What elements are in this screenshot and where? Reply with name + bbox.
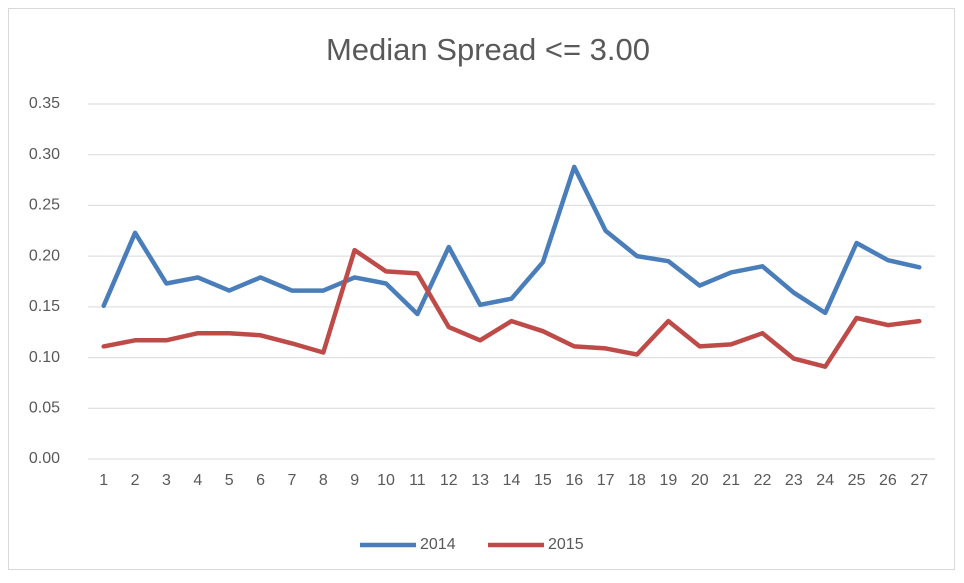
x-tick-label: 13 [471, 472, 489, 489]
x-tick-label: 16 [565, 472, 583, 489]
x-tick-label: 5 [225, 472, 234, 489]
y-tick-label: 0.15 [29, 298, 60, 315]
y-tick-label: 0.10 [29, 349, 60, 366]
x-tick-label: 19 [659, 472, 677, 489]
x-tick-label: 23 [785, 472, 803, 489]
x-tick-label: 25 [848, 472, 866, 489]
x-tick-label: 22 [754, 472, 772, 489]
x-tick-label: 9 [350, 472, 359, 489]
y-tick-label: 0.35 [29, 95, 60, 112]
x-tick-label: 21 [722, 472, 740, 489]
x-tick-label: 17 [597, 472, 615, 489]
x-tick-label: 1 [99, 472, 108, 489]
y-tick-label: 0.20 [29, 247, 60, 264]
x-tick-label: 4 [193, 472, 202, 489]
x-tick-label: 2 [131, 472, 140, 489]
x-tick-label: 15 [534, 472, 552, 489]
x-tick-label: 3 [162, 472, 171, 489]
legend-label: 2014 [420, 536, 456, 553]
chart-title: Median Spread <= 3.00 [326, 32, 650, 67]
x-tick-label: 12 [440, 472, 458, 489]
x-tick-label: 26 [879, 472, 897, 489]
x-tick-label: 20 [691, 472, 709, 489]
x-tick-label: 8 [319, 472, 328, 489]
y-tick-label: 0.00 [29, 450, 60, 467]
x-tick-label: 24 [816, 472, 834, 489]
line-series [101, 164, 922, 317]
x-tick-label: 18 [628, 472, 646, 489]
legend-label: 2015 [548, 536, 584, 553]
x-tick-label: 10 [377, 472, 395, 489]
x-tick-label: 6 [256, 472, 265, 489]
y-tick-label: 0.30 [29, 146, 60, 163]
y-tick-label: 0.05 [29, 400, 60, 417]
chart-border [8, 8, 955, 570]
y-tick-label: 0.25 [29, 197, 60, 214]
x-tick-label: 14 [503, 472, 521, 489]
x-tick-label: 27 [910, 472, 928, 489]
x-tick-label: 11 [409, 472, 426, 489]
line-series [101, 247, 922, 369]
x-tick-label: 7 [287, 472, 296, 489]
